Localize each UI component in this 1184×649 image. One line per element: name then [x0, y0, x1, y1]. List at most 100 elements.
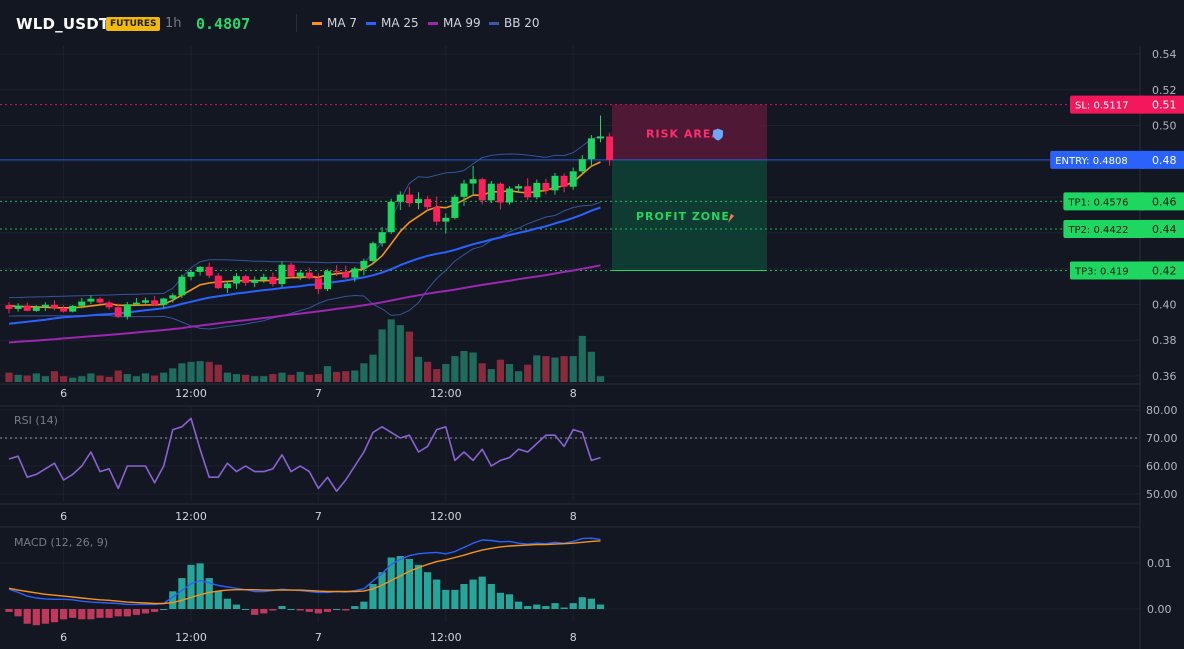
macd-histogram-bar [41, 609, 49, 624]
macd-histogram-bar [269, 609, 277, 611]
entry-axis-tag [1140, 150, 1184, 169]
candle-body [214, 275, 222, 289]
candle-body [324, 271, 331, 290]
candle-body [378, 232, 386, 244]
macd-histogram-bar [515, 601, 523, 609]
macd-histogram-bar [414, 564, 423, 609]
macd-histogram-bar [223, 598, 231, 609]
volume-bar [524, 364, 532, 382]
candle-body [96, 298, 104, 303]
volume-bar [442, 364, 450, 382]
volume-bar [396, 325, 404, 382]
legend-bb20[interactable]: BB 20 [489, 16, 540, 30]
macd-histogram-bar [5, 609, 13, 612]
macd-histogram-bar [132, 609, 140, 615]
legend-ma7[interactable]: MA 7 [312, 16, 357, 30]
macd-histogram-bar [469, 579, 477, 609]
volume-bar [551, 357, 559, 382]
macd-signal-line [8, 540, 601, 605]
volume-bar [242, 374, 250, 382]
rsi-time-axis-label: 8 [570, 510, 577, 523]
volume-bar [587, 351, 595, 382]
rsi-axis-label: 80.00 [1146, 404, 1178, 417]
macd-histogram-bar [169, 591, 177, 609]
candle-body [233, 276, 240, 284]
volume-bar [505, 364, 514, 382]
sl-axis-tag [1140, 95, 1184, 114]
macd-histogram-bar [32, 609, 40, 626]
volume-bar [160, 372, 168, 382]
volume-bar [60, 376, 68, 382]
candle-body [460, 183, 468, 197]
tp1-axis-tag-text: 0.46 [1152, 195, 1177, 208]
volume-bar [533, 355, 541, 382]
macd-histogram-bar [50, 609, 59, 623]
volume-bar [351, 370, 359, 382]
tp2-axis-tag [1140, 219, 1184, 238]
candle-body [32, 307, 40, 311]
macd-histogram-bar [23, 609, 31, 624]
legend-ma99[interactable]: MA 99 [428, 16, 481, 30]
volume-bar [187, 361, 195, 382]
price-axis-label: 0.38 [1152, 334, 1177, 347]
candle-body [5, 305, 13, 309]
candle-body [78, 301, 86, 306]
sl-axis-tag-text: 0.51 [1152, 99, 1177, 112]
candle-body [551, 175, 559, 191]
macd-histogram-bar [569, 603, 577, 609]
candle-body [114, 307, 122, 317]
tp1-level-badge [1063, 192, 1146, 211]
legend-swatch-ma99 [428, 21, 438, 25]
volume-bar [23, 375, 31, 382]
macd-histogram-bar [487, 583, 495, 609]
candle-body [142, 300, 149, 303]
macd-axis-label: 0.01 [1147, 557, 1172, 570]
volume-bar [87, 373, 95, 382]
tp2-axis-tag-text: 0.44 [1152, 223, 1177, 236]
macd-histogram-bar [151, 609, 159, 612]
volume-bar [196, 361, 204, 382]
candle-body [132, 302, 140, 305]
macd-axis-label: 0.00 [1147, 603, 1172, 616]
tp3-axis-tag-text: 0.42 [1152, 264, 1177, 277]
timeframe-label[interactable]: 1h [165, 16, 182, 31]
candle-body [351, 268, 359, 278]
volume-bar [451, 356, 459, 382]
candle-body [278, 264, 286, 285]
macd-histogram-bar [551, 603, 559, 609]
volume-bar [478, 363, 486, 382]
macd-histogram-bar [424, 572, 432, 609]
header-divider [296, 14, 297, 32]
volume-bar [141, 373, 150, 382]
volume-bar [151, 375, 159, 382]
candle-body [478, 179, 486, 201]
tp1-level-badge-text: TP1: 0.4576 [1067, 197, 1128, 208]
legend-label-bb20: BB 20 [504, 16, 540, 30]
volume-bar [50, 371, 59, 382]
macd-histogram-bar [505, 594, 514, 609]
volume-bar [223, 372, 231, 382]
macd-histogram-bar [496, 592, 504, 609]
macd-time-axis-label: 6 [60, 631, 67, 644]
volume-bar [333, 371, 341, 382]
macd-histogram-bar [560, 607, 568, 609]
symbol-title[interactable]: WLD_USDT [16, 15, 110, 33]
candle-body [369, 243, 377, 261]
volume-bar [96, 375, 104, 382]
volume-bar [78, 376, 86, 382]
macd-histogram-bar [369, 583, 377, 609]
volume-bar [405, 331, 413, 382]
macd-histogram-bar [323, 609, 332, 612]
macd-histogram-bar [14, 609, 22, 617]
macd-time-axis-label: 12:00 [175, 631, 207, 644]
volume-bar [178, 363, 186, 382]
macd-histogram-bar [278, 606, 286, 609]
tp1-axis-tag [1140, 192, 1184, 211]
macd-histogram-bar [141, 609, 150, 614]
volume-bar [296, 371, 304, 382]
legend-ma25[interactable]: MA 25 [366, 16, 419, 30]
candle-body [41, 304, 49, 308]
candle-body [569, 171, 577, 187]
candle-body [14, 305, 22, 309]
